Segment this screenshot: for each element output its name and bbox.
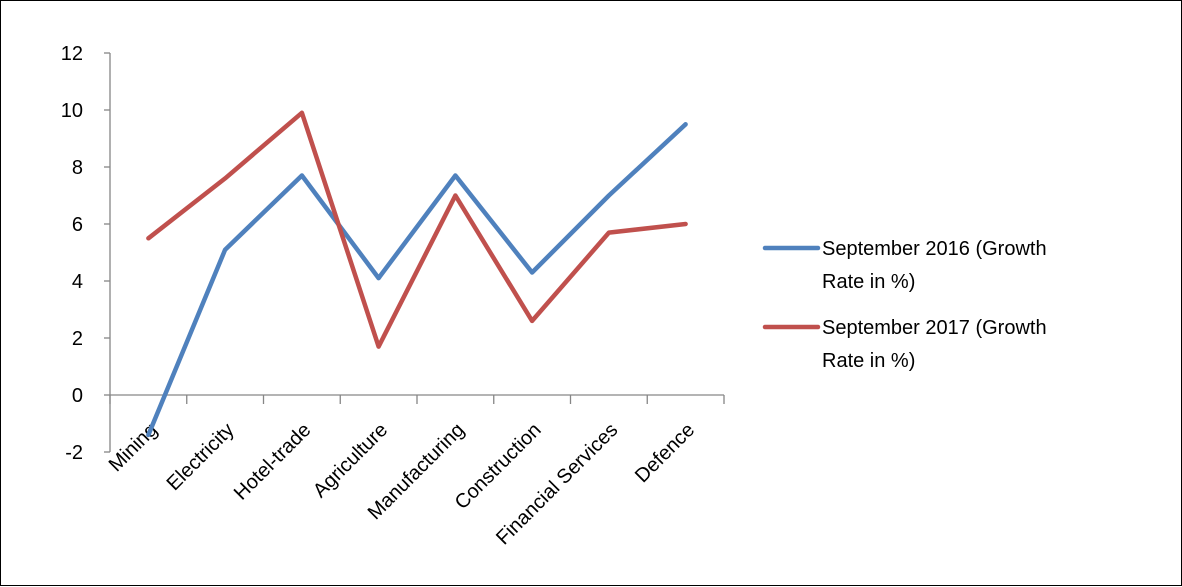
x-tick-label: Electricity — [163, 419, 239, 495]
y-tick-label: 6 — [72, 214, 83, 236]
y-tick-label: 2 — [72, 328, 83, 350]
y-tick-label: 0 — [72, 385, 83, 407]
y-tick-label: 10 — [61, 100, 83, 122]
series-lines — [146, 110, 688, 438]
x-tick-label: Agriculture — [309, 419, 392, 502]
y-tick-label: 4 — [72, 271, 83, 293]
legend-label-2: September 2017 (Growth — [822, 317, 1047, 339]
series-line-1 — [146, 122, 688, 438]
y-axis-tick-labels: -2 0 2 4 6 8 10 12 — [61, 43, 83, 464]
legend-label-1: September 2016 (Growth — [822, 238, 1047, 260]
legend: September 2016 (Growth Rate in %) Septembe… — [762, 238, 1047, 372]
y-tick-label: 8 — [72, 157, 83, 179]
y-tick-label: -2 — [65, 442, 83, 464]
series-line-2 — [146, 110, 688, 349]
y-tick-label: 12 — [61, 43, 83, 65]
axes — [104, 52, 725, 453]
legend-label-2: Rate in %) — [822, 350, 915, 372]
x-axis-tick-labels: Mining ElectricityHotel-tradeAgricultureM… — [105, 419, 699, 549]
x-tick-label: Defence — [631, 419, 699, 487]
x-tick-label: Hotel-trade — [230, 419, 316, 505]
legend-label-1: Rate in %) — [822, 271, 915, 293]
